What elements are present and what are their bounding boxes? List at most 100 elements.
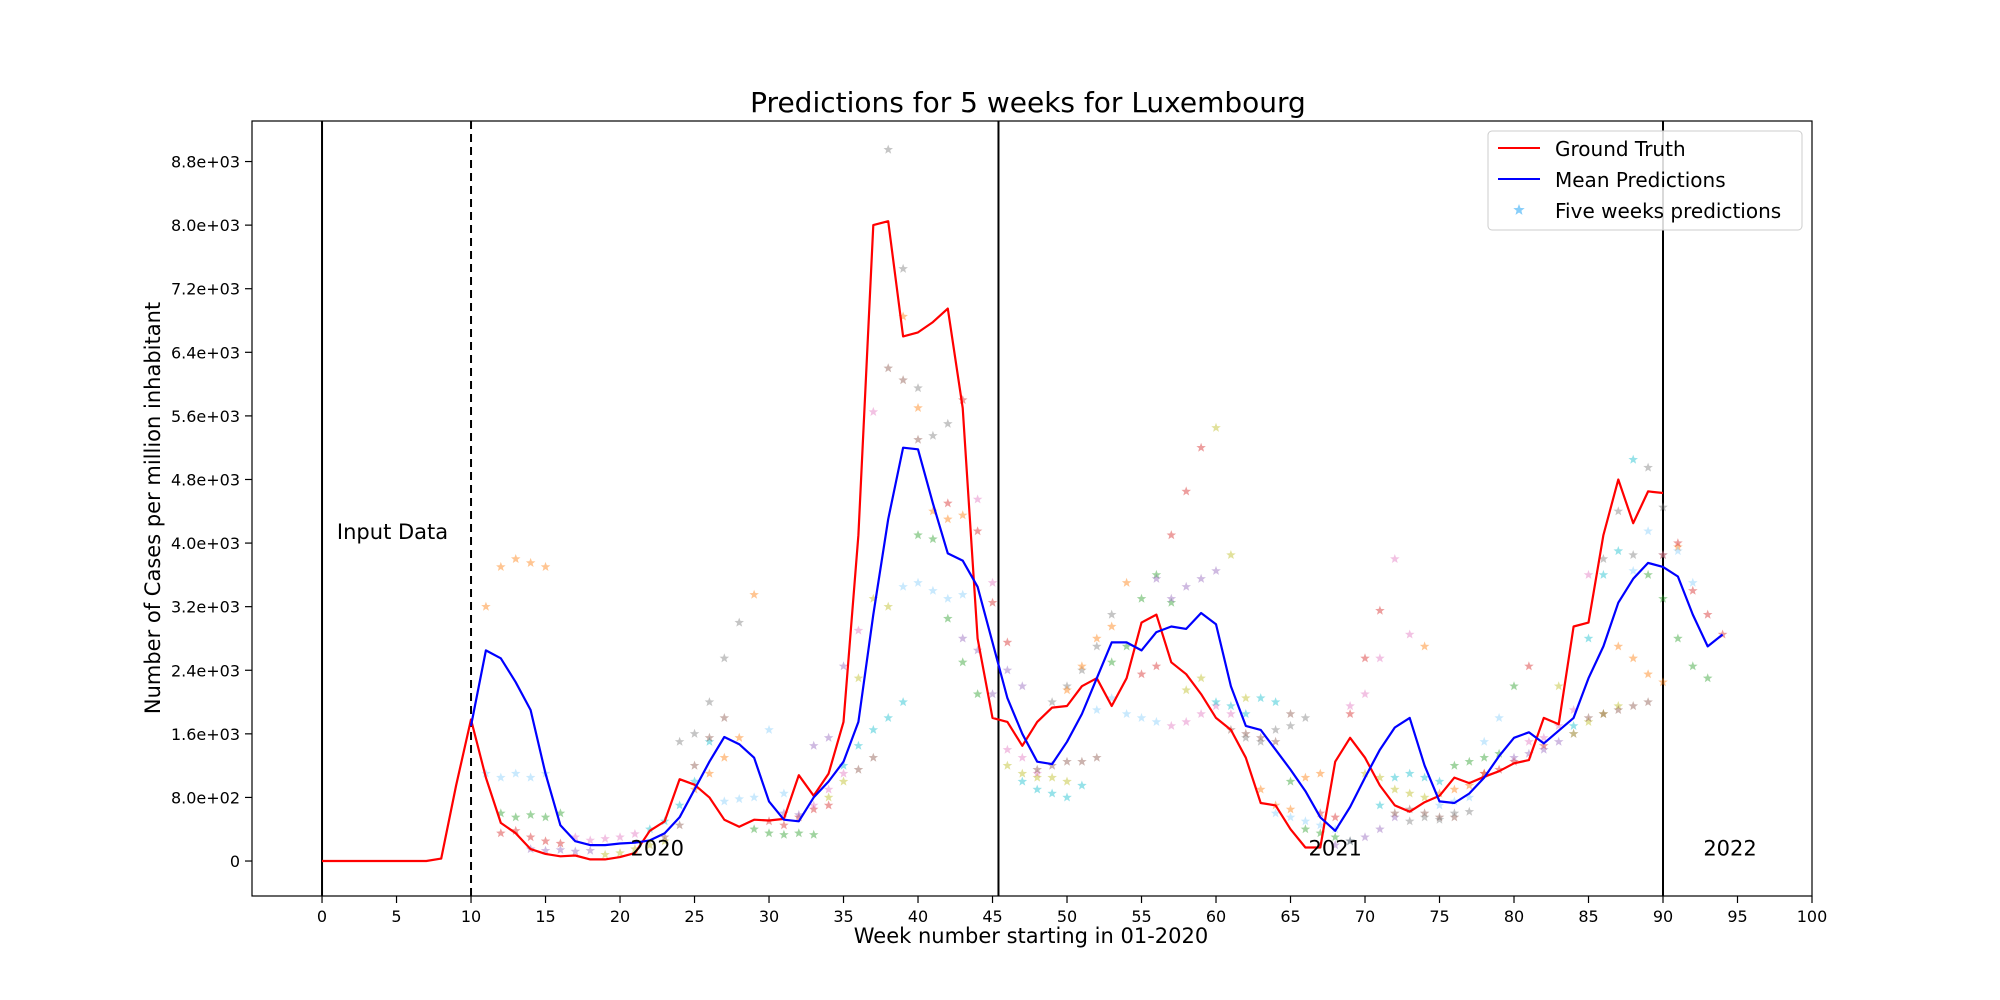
prediction-point — [1628, 454, 1638, 464]
prediction-point — [615, 832, 625, 842]
prediction-point — [1360, 832, 1370, 842]
prediction-point — [1524, 661, 1534, 671]
prediction-point — [764, 828, 774, 838]
y-tick-label: 8.0e+02 — [171, 788, 240, 807]
prediction-point — [1166, 597, 1177, 607]
prediction-point — [615, 848, 625, 858]
prediction-point — [1673, 633, 1683, 643]
x-axis: 0 5 10 15 20 25 30 35 40 45 50 55 60 65 70 75 80 85 90 95 10… — [317, 896, 1827, 926]
prediction-point — [1553, 681, 1564, 691]
x-tick-label: 5 — [391, 907, 401, 926]
prediction-point — [838, 760, 849, 770]
prediction-point — [943, 514, 953, 524]
prediction-point — [1285, 720, 1296, 730]
prediction-point — [1256, 732, 1266, 742]
prediction-point — [1285, 812, 1296, 822]
prediction-point — [481, 768, 491, 778]
prediction-point — [1390, 808, 1400, 818]
prediction-point — [972, 494, 983, 504]
prediction-point — [1211, 565, 1221, 575]
prediction-point — [1196, 573, 1206, 583]
prediction-point — [853, 740, 864, 750]
prediction-point — [1121, 709, 1132, 718]
prediction-point — [913, 530, 923, 540]
prediction-point — [1643, 462, 1653, 472]
prediction-point — [704, 732, 715, 742]
prediction-point — [496, 808, 506, 818]
prediction-point — [1419, 812, 1430, 822]
prediction-point — [868, 724, 879, 734]
prediction-point — [958, 395, 968, 404]
prediction-point — [823, 784, 834, 794]
prediction-point — [1405, 816, 1415, 826]
prediction-point — [1539, 740, 1549, 750]
prediction-point — [496, 828, 506, 838]
prediction-point — [809, 740, 819, 750]
prediction-point — [1315, 768, 1326, 778]
prediction-point — [1017, 776, 1028, 786]
prediction-point — [1598, 569, 1609, 579]
prediction-point — [645, 840, 655, 850]
prediction-point — [1598, 709, 1609, 718]
prediction-point — [1509, 752, 1519, 762]
prediction-point — [511, 768, 521, 778]
prediction-point — [674, 800, 685, 810]
x-tick-label: 90 — [1653, 907, 1673, 926]
prediction-point — [1345, 836, 1355, 846]
x-tick-label: 55 — [1131, 907, 1151, 926]
prediction-point — [630, 829, 640, 838]
prediction-point — [1628, 565, 1638, 575]
prediction-point — [1181, 581, 1191, 591]
x-tick-label: 80 — [1504, 907, 1524, 926]
prediction-point — [1524, 736, 1534, 746]
prediction-point — [1702, 673, 1713, 683]
prediction-point — [749, 792, 759, 802]
prediction-point — [1285, 804, 1296, 814]
prediction-point — [1300, 712, 1311, 722]
prediction-point — [1583, 633, 1594, 643]
prediction-point — [1017, 768, 1028, 778]
prediction-point — [1121, 577, 1132, 587]
prediction-point — [1211, 701, 1221, 711]
prediction-point — [1419, 792, 1430, 802]
prediction-point — [883, 144, 893, 154]
prediction-point — [868, 752, 879, 762]
prediction-point — [600, 833, 610, 843]
prediction-point — [1062, 792, 1072, 802]
x-tick-label: 65 — [1280, 907, 1300, 926]
prediction-point — [1405, 788, 1415, 798]
prediction-point — [600, 849, 610, 859]
prediction-point — [1390, 554, 1400, 563]
prediction-point — [511, 554, 521, 563]
prediction-point — [1107, 693, 1117, 703]
chart-title: Predictions for 5 weeks for Luxembourg — [750, 86, 1306, 119]
x-tick-label: 75 — [1429, 907, 1449, 926]
prediction-point — [1107, 657, 1117, 667]
prediction-point — [1017, 752, 1028, 762]
prediction-point — [1300, 824, 1311, 834]
prediction-point — [1673, 546, 1683, 556]
prediction-point — [943, 613, 953, 623]
prediction-point — [704, 768, 715, 778]
prediction-point — [1062, 681, 1072, 691]
legend-star-icon — [1513, 204, 1525, 215]
prediction-point — [823, 800, 834, 810]
prediction-point — [794, 809, 804, 819]
prediction-point — [1568, 705, 1579, 714]
prediction-point — [1643, 669, 1653, 679]
prediction-point — [525, 772, 536, 782]
prediction-point — [1479, 768, 1489, 778]
prediction-point — [913, 402, 923, 412]
year-2021-label: 2021 — [1308, 836, 1361, 860]
prediction-point — [868, 406, 879, 416]
prediction-point — [1047, 788, 1057, 798]
prediction-point — [1330, 812, 1340, 822]
prediction-point — [1568, 720, 1579, 730]
prediction-point — [1241, 709, 1251, 718]
prediction-point — [913, 577, 923, 587]
prediction-point — [1062, 776, 1072, 786]
prediction-point — [1092, 641, 1102, 651]
prediction-point — [1419, 772, 1430, 782]
prediction-point — [1345, 709, 1355, 718]
